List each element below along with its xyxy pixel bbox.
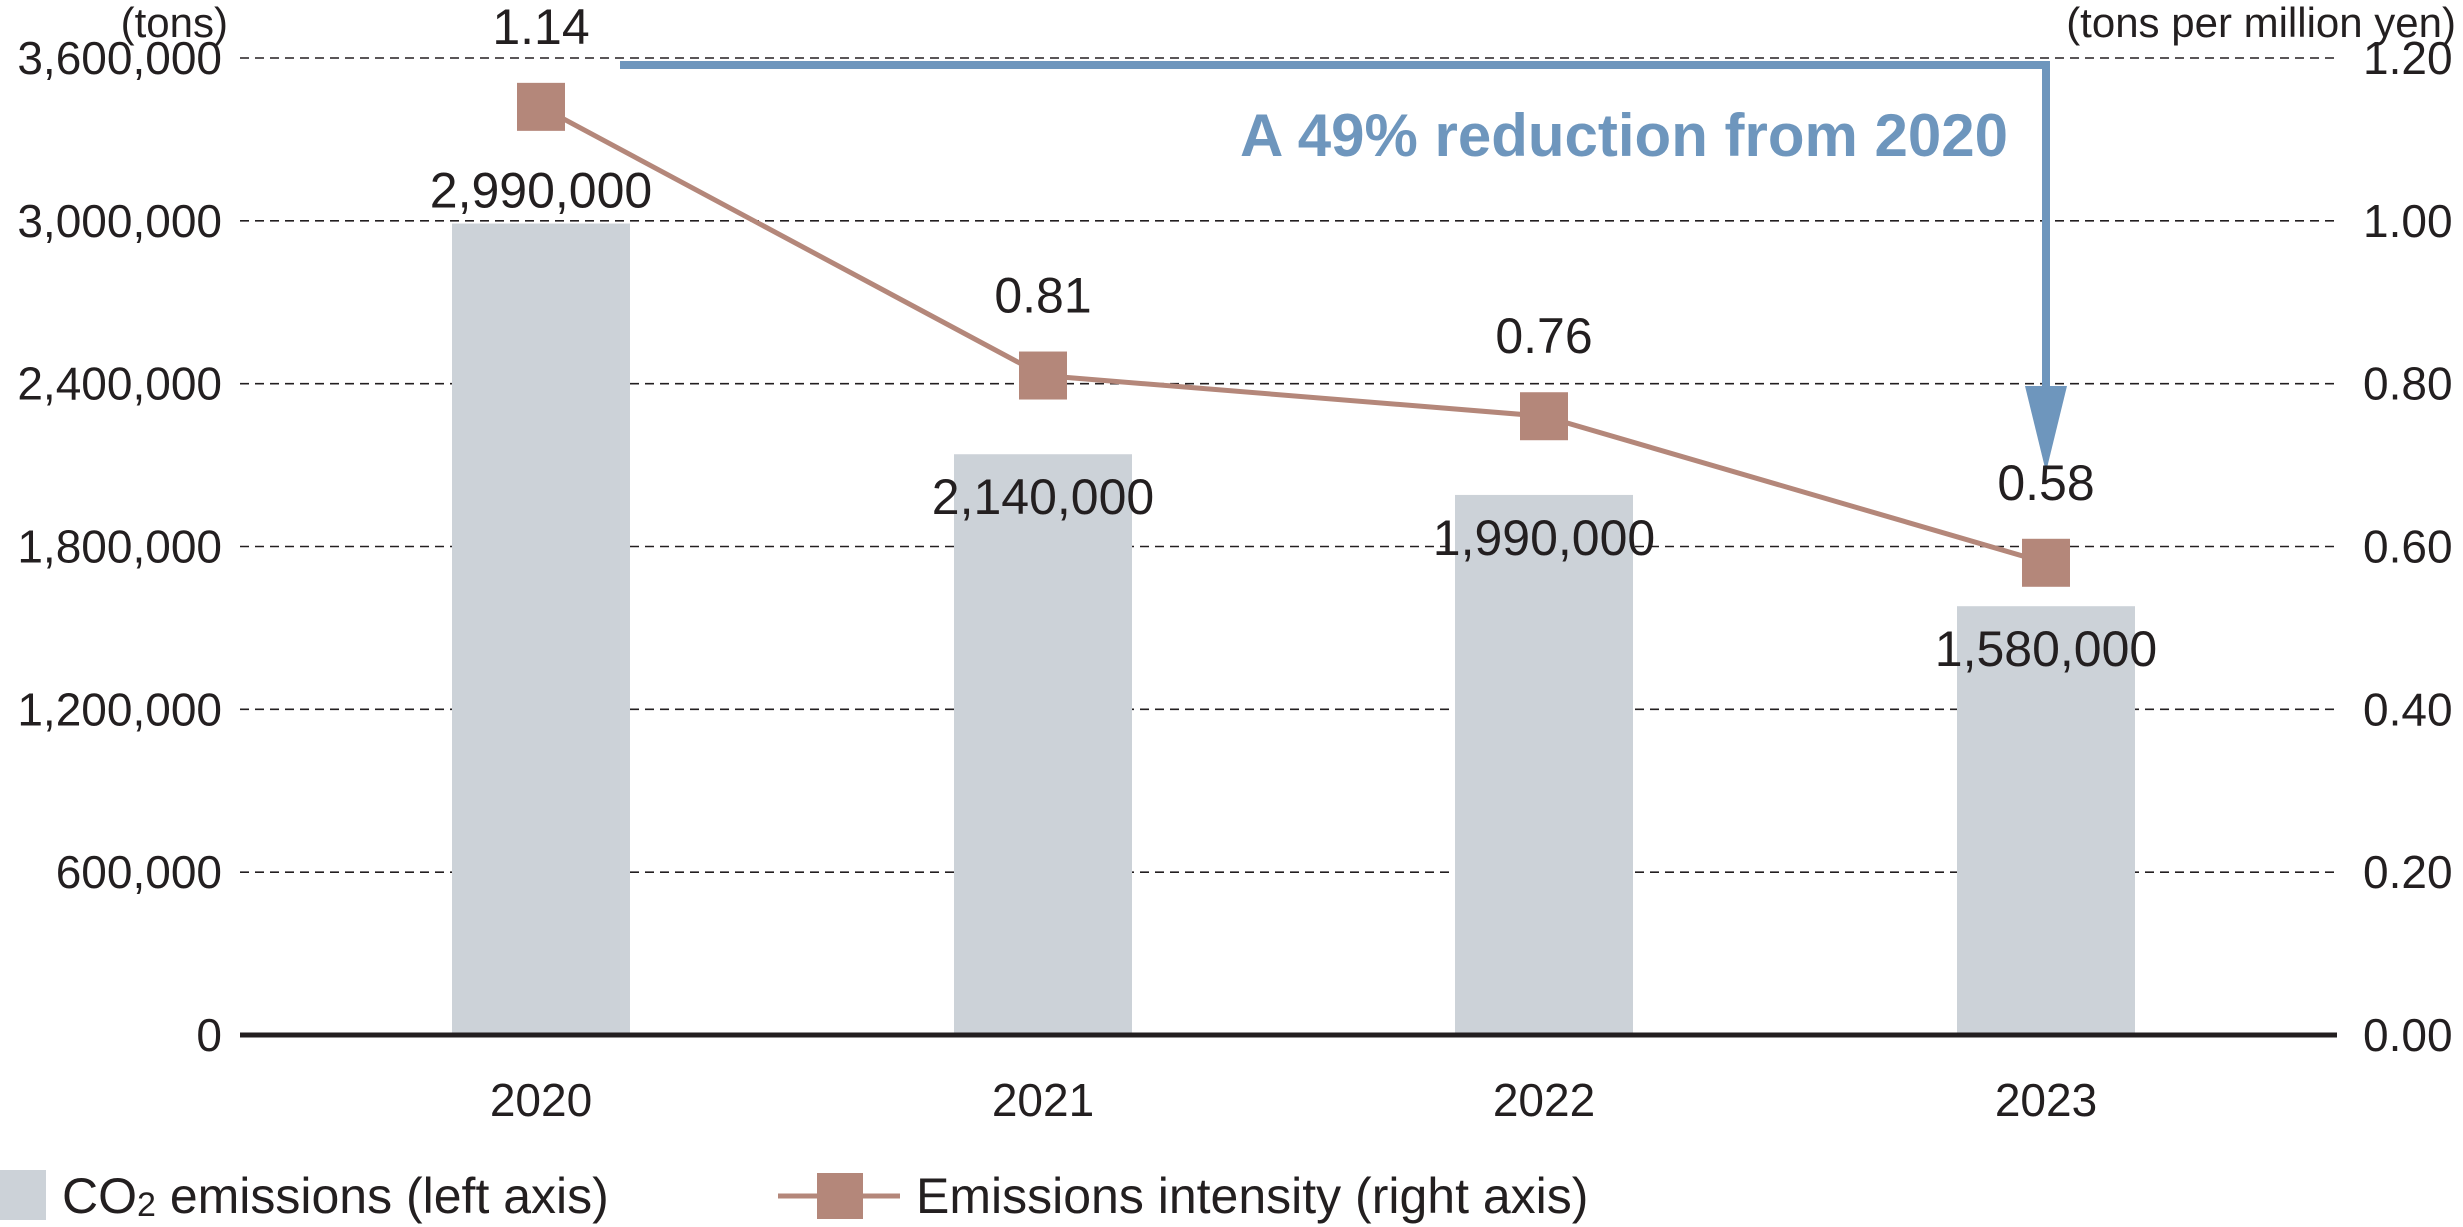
line-data-label: 0.76 <box>1495 308 1592 364</box>
intensity-line <box>539 104 2047 566</box>
x-tick-label: 2023 <box>1995 1074 2097 1126</box>
legend-line-swatch-marker <box>817 1173 863 1219</box>
right-tick-label: 1.00 <box>2363 195 2453 247</box>
left-tick-label: 0 <box>196 1009 222 1061</box>
legend-line-label: Emissions intensity (right axis) <box>916 1168 1588 1224</box>
bar <box>954 454 1132 1035</box>
bar <box>1957 606 2135 1035</box>
right-tick-label: 0.00 <box>2363 1009 2453 1061</box>
legend-bar-label-main: CO <box>62 1168 137 1224</box>
legend-bar-swatch <box>0 1170 46 1220</box>
intensity-marker <box>1520 392 1568 441</box>
left-tick-label: 1,200,000 <box>17 683 222 735</box>
right-tick-label: 1.20 <box>2363 32 2453 84</box>
left-axis: 0 600,000 1,200,000 1,800,000 2,400,000 3,000… <box>17 32 222 1061</box>
reduction-arrow-head <box>2025 386 2067 472</box>
left-tick-label: 1,800,000 <box>17 521 222 573</box>
line-series <box>517 82 2070 587</box>
left-axis-unit: (tons) <box>121 0 228 46</box>
left-tick-label: 3,000,000 <box>17 195 222 247</box>
right-tick-label: 0.60 <box>2363 521 2453 573</box>
left-tick-label: 600,000 <box>56 846 222 898</box>
line-data-labels: 1.14 0.81 0.76 0.58 <box>492 0 2094 511</box>
right-tick-label: 0.40 <box>2363 683 2453 735</box>
left-tick-label: 3,600,000 <box>17 32 222 84</box>
bar-data-label: 1,990,000 <box>1433 510 1655 566</box>
legend-bar-label-subscript: 2 <box>137 1186 156 1224</box>
bar-series <box>452 223 2135 1035</box>
x-tick-label: 2022 <box>1493 1074 1595 1126</box>
x-tick-label: 2020 <box>490 1074 592 1126</box>
x-axis: 2020 2021 2022 2023 <box>490 1074 2097 1126</box>
right-axis: 0.00 0.20 0.40 0.60 0.80 1.00 1.20 <box>2363 32 2453 1061</box>
legend-bar-label-rest: emissions (left axis) <box>156 1168 609 1224</box>
reduction-arrow-line <box>620 61 2050 422</box>
intensity-marker <box>2022 538 2070 587</box>
legend: CO2 emissions (left axis) Emissions inte… <box>0 1168 1588 1224</box>
left-tick-label: 2,400,000 <box>17 358 222 410</box>
legend-bar-label: CO2 emissions (left axis) <box>62 1168 609 1224</box>
reduction-annotation: A 49% reduction from 2020 <box>620 61 2067 472</box>
bar-data-label: 2,990,000 <box>430 163 652 219</box>
line-data-label: 1.14 <box>492 0 589 55</box>
intensity-marker <box>517 82 565 131</box>
bar <box>1455 494 1633 1035</box>
x-tick-label: 2021 <box>992 1074 1094 1126</box>
bar-data-label: 2,140,000 <box>932 469 1154 525</box>
intensity-marker <box>1019 351 1067 400</box>
bar-data-label: 1,580,000 <box>1935 621 2157 677</box>
right-tick-label: 0.20 <box>2363 846 2453 898</box>
reduction-annotation-text: A 49% reduction from 2020 <box>1240 102 2008 169</box>
line-data-label: 0.81 <box>994 268 1091 324</box>
right-axis-unit: (tons per million yen) <box>2066 0 2456 46</box>
bar <box>452 223 630 1035</box>
bar-data-labels: 2,990,000 2,140,000 1,990,000 1,580,000 <box>430 163 2157 678</box>
right-tick-label: 0.80 <box>2363 358 2453 410</box>
line-data-label: 0.58 <box>1997 455 2094 511</box>
